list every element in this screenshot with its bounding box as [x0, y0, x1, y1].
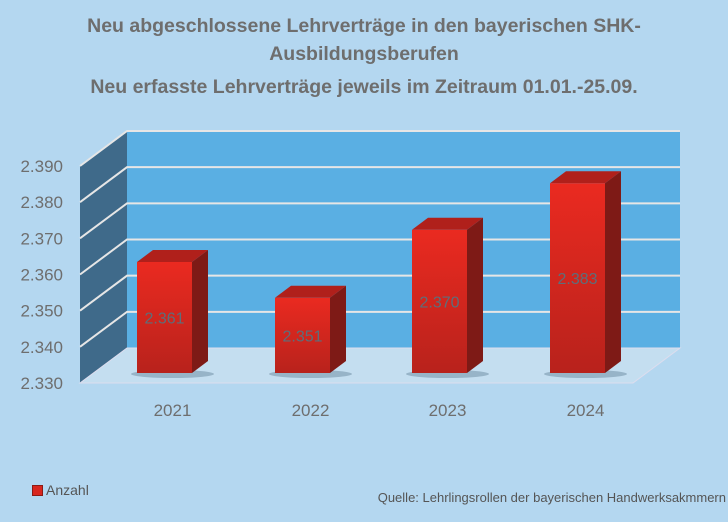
data-label: 2.370: [419, 294, 459, 311]
gridline: [79, 238, 680, 276]
x-tick-label: 2022: [292, 401, 330, 420]
y-tick-label: 2.390: [20, 157, 63, 176]
floor: [78, 347, 682, 384]
chart-subtitle: Neu erfasste Lehrverträge jeweils im Zei…: [90, 76, 638, 98]
x-tick-label: 2024: [567, 401, 605, 420]
y-tick-label: 2.350: [20, 302, 63, 321]
data-label: 2.361: [144, 311, 184, 328]
bar: [275, 297, 330, 373]
gridline: [79, 202, 680, 240]
bar-top: [412, 217, 483, 230]
source-note: Quelle: Lehrlingsrollen der bayerischen …: [377, 490, 726, 505]
bar-top: [275, 285, 346, 298]
bar-side: [467, 217, 483, 373]
y-tick-label: 2.370: [20, 229, 63, 248]
chart-title-line-1: Neu abgeschlossene Lehrverträge in den b…: [87, 15, 641, 37]
bar-side: [192, 250, 208, 373]
gridline: [79, 310, 680, 348]
legend-label: Anzahl: [46, 482, 89, 498]
bar-top: [137, 250, 208, 262]
bar: [550, 183, 605, 373]
legend-swatch: [32, 484, 43, 496]
y-tick-label: 2.360: [20, 266, 63, 285]
bar: [137, 262, 192, 373]
legend: Anzahl: [32, 482, 89, 498]
y-tick-label: 2.380: [20, 193, 63, 212]
gridline: [79, 166, 680, 203]
bar: [412, 229, 467, 373]
gridline: [79, 274, 680, 312]
x-tick-label: 2021: [154, 401, 192, 420]
chart-title-line-2: Ausbildungsberufen: [269, 43, 459, 65]
data-label: 2.351: [282, 328, 322, 345]
y-tick-label: 2.340: [20, 338, 63, 357]
y-tick-label: 2.330: [20, 374, 63, 393]
bar-top: [550, 171, 621, 184]
gridline: [79, 130, 680, 167]
data-label: 2.383: [557, 271, 597, 288]
bar-side: [605, 171, 621, 373]
x-tick-label: 2023: [429, 401, 467, 420]
bar-side: [330, 285, 346, 373]
